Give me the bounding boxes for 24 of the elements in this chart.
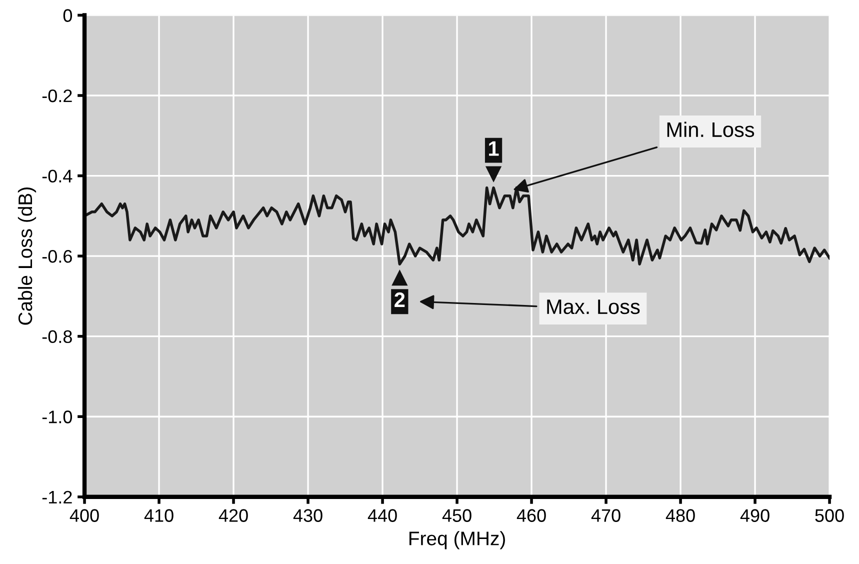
y-tick-label: -1.0: [42, 410, 72, 424]
y-tick-label: -0.6: [42, 250, 72, 263]
x-tick-label: 440: [368, 509, 397, 522]
y-tick-label: -0.4: [42, 170, 72, 182]
y-tick-label: -1.2: [42, 490, 72, 504]
x-tick-label: 430: [293, 509, 322, 522]
annotation: Max. Loss: [547, 300, 640, 314]
x-tick-label: 500: [815, 509, 844, 522]
annotation: 2: [394, 292, 405, 307]
x-tick-label: 420: [218, 509, 248, 522]
y-tick-label: -0.2: [42, 89, 72, 102]
x-tick-label: 480: [666, 509, 695, 522]
x-tick-label: 450: [442, 509, 472, 522]
annotation: 1: [489, 141, 499, 156]
x-tick-label: 470: [591, 509, 620, 522]
x-tick-label: 400: [70, 509, 99, 522]
x-tick-label: 460: [516, 509, 546, 522]
x-axis-title: Freq (MHz): [409, 531, 505, 550]
y-axis-title: Cable Loss (dB): [18, 188, 36, 325]
x-tick-label: 490: [740, 509, 770, 522]
x-tick-label: 410: [144, 509, 174, 522]
y-tick-label: 0: [63, 9, 72, 22]
annotation: Min. Loss: [667, 122, 754, 138]
y-tick-label: -0.8: [42, 330, 72, 344]
